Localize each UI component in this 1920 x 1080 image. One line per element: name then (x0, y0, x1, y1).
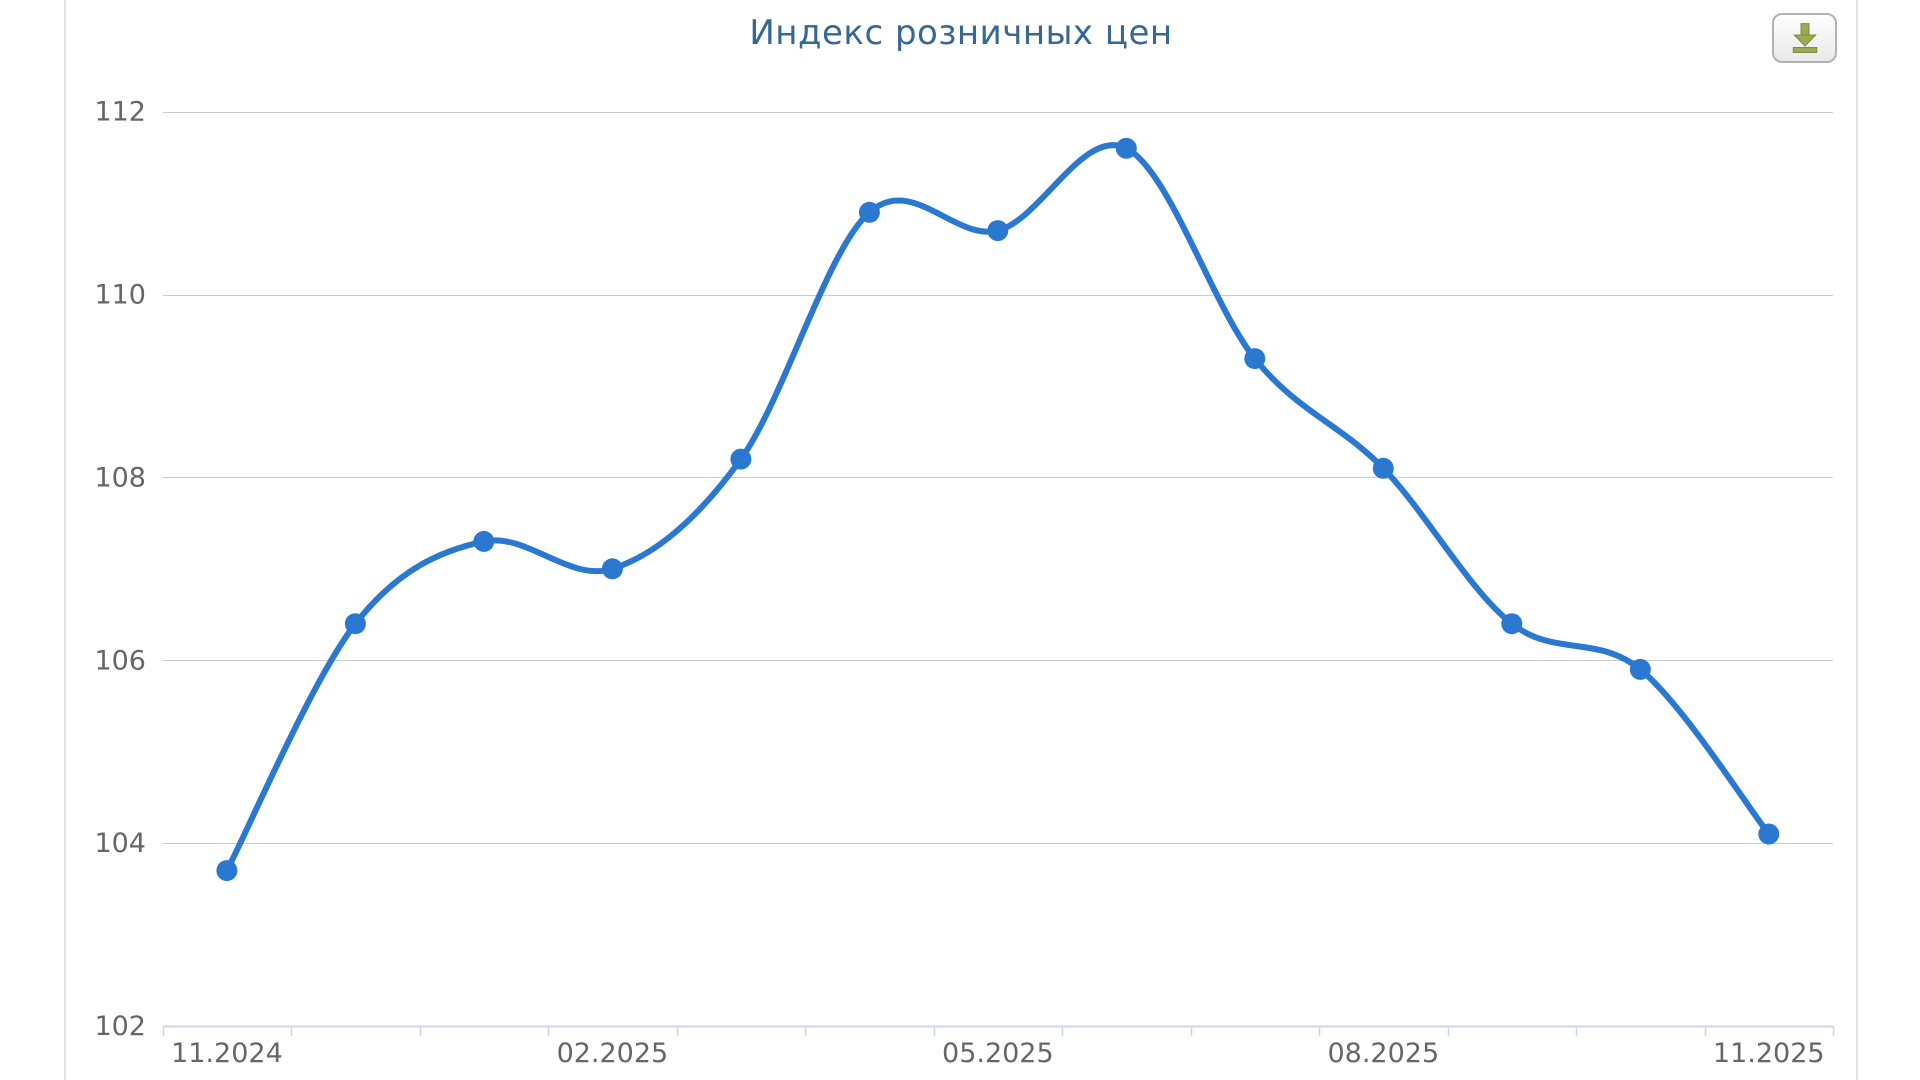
data-point-marker[interactable] (1629, 658, 1651, 680)
y-axis-label: 108 (94, 462, 146, 493)
series-line (223, 142, 1772, 874)
chart-title: Индекс розничных цен (749, 13, 1173, 53)
data-point-marker[interactable] (216, 860, 238, 882)
data-point-marker[interactable] (473, 530, 495, 552)
data-point-marker[interactable] (1501, 613, 1523, 635)
y-axis-label: 112 (94, 97, 146, 128)
x-axis-label: 02.2025 (557, 1038, 669, 1069)
data-point-marker[interactable] (1115, 137, 1137, 159)
data-point-marker[interactable] (1758, 823, 1780, 845)
data-point-marker[interactable] (1244, 348, 1266, 370)
data-point-marker[interactable] (730, 448, 752, 470)
download-chart-button[interactable] (1772, 13, 1837, 63)
data-point-marker[interactable] (1372, 457, 1394, 479)
y-axis-label: 106 (94, 645, 146, 676)
y-axis-label: 110 (94, 280, 146, 311)
data-point-marker[interactable] (987, 220, 1009, 242)
y-axis-label: 102 (94, 1011, 146, 1042)
y-axis-label: 104 (94, 828, 146, 859)
data-point-marker[interactable] (344, 613, 366, 635)
download-icon (1792, 23, 1817, 53)
x-axis-label: 08.2025 (1327, 1038, 1439, 1069)
x-axis-label: 05.2025 (942, 1038, 1054, 1069)
data-point-marker[interactable] (858, 201, 880, 223)
panel-left-border (64, 0, 66, 1080)
panel-right-border (1856, 0, 1858, 1080)
x-axis-label: 11.2024 (171, 1038, 283, 1069)
x-axis-label: 11.2025 (1713, 1038, 1825, 1069)
data-point-marker[interactable] (601, 558, 623, 580)
